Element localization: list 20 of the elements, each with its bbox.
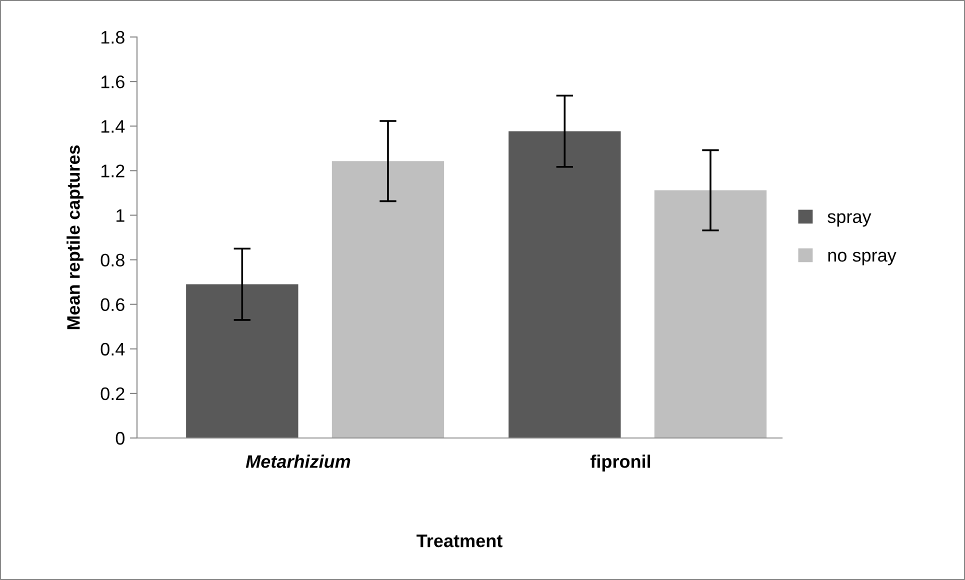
x-tick-label: fipronil xyxy=(590,454,650,472)
y-tick-label: 0 xyxy=(116,432,124,445)
y-tick-label: 1.2 xyxy=(101,164,124,178)
y-axis-title: Mean reptile captures xyxy=(66,145,84,330)
y-tick-label: 0.2 xyxy=(100,387,124,400)
bar xyxy=(332,161,444,438)
y-tick-label: 1.8 xyxy=(101,30,124,44)
legend-label: no spray xyxy=(828,252,896,266)
x-tick-label: Metarhizium xyxy=(246,454,350,468)
y-tick-label: 1.4 xyxy=(101,120,125,133)
bar xyxy=(186,284,298,438)
y-tick-label: 1 xyxy=(116,209,124,222)
y-tick-label: 1.6 xyxy=(101,75,124,88)
x-axis-title: Treatment xyxy=(416,534,502,548)
bar xyxy=(654,190,767,438)
y-tick-label: 0.8 xyxy=(100,254,124,266)
bar xyxy=(508,131,621,438)
y-tick-label: 0.4 xyxy=(100,342,125,356)
legend-label: spray xyxy=(828,213,872,227)
y-tick-label: 0.6 xyxy=(100,298,124,312)
